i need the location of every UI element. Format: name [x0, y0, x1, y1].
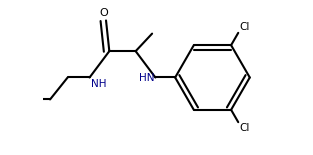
Text: O: O	[100, 8, 108, 18]
Text: NH: NH	[91, 79, 106, 89]
Text: HN: HN	[139, 73, 154, 83]
Text: Cl: Cl	[239, 22, 250, 32]
Text: Cl: Cl	[239, 123, 250, 133]
